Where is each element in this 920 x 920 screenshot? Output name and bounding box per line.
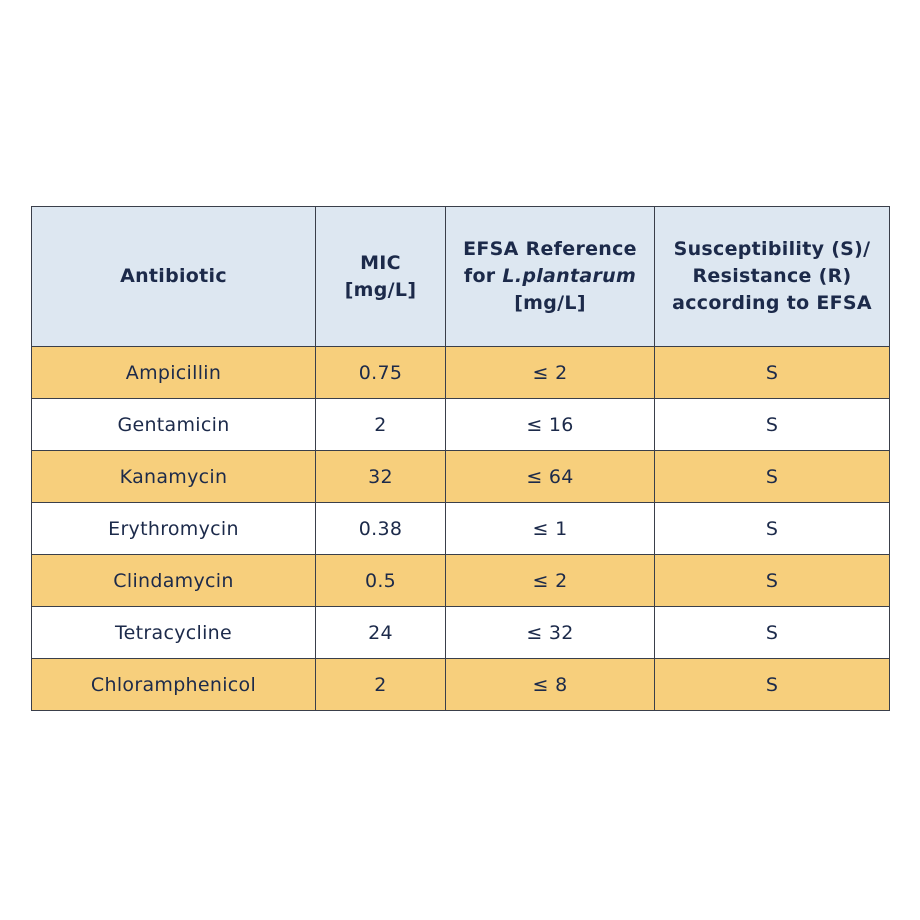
cell-antibiotic: Clindamycin [31, 554, 316, 607]
table-body: Ampicillin 0.75 ≤ 2 S Gentamicin 2 ≤ 16 … [31, 346, 890, 711]
cell-efsa: ≤ 64 [445, 450, 655, 503]
cell-mic: 0.5 [315, 554, 446, 607]
cell-mic: 24 [315, 606, 446, 659]
cell-antibiotic: Erythromycin [31, 502, 316, 555]
header-efsa-reference: EFSA Reference for L.plantarum [mg/L] [445, 206, 655, 347]
cell-efsa: ≤ 32 [445, 606, 655, 659]
cell-mic: 2 [315, 398, 446, 451]
cell-efsa: ≤ 2 [445, 554, 655, 607]
cell-result: S [654, 346, 890, 399]
cell-antibiotic: Gentamicin [31, 398, 316, 451]
cell-result: S [654, 502, 890, 555]
table-row: Ampicillin 0.75 ≤ 2 S [31, 346, 890, 399]
header-susc-line1: Susceptibility (S)/ [673, 238, 871, 260]
cell-efsa: ≤ 2 [445, 346, 655, 399]
cell-efsa: ≤ 1 [445, 502, 655, 555]
header-efsa-line3: [mg/L] [514, 292, 586, 314]
cell-result: S [654, 658, 890, 711]
table-row: Chloramphenicol 2 ≤ 8 S [31, 658, 890, 711]
header-efsa-line2: for L.plantarum [452, 263, 648, 290]
table-row: Clindamycin 0.5 ≤ 2 S [31, 554, 890, 607]
header-antibiotic: Antibiotic [31, 206, 316, 347]
cell-mic: 2 [315, 658, 446, 711]
header-susc-line2: Resistance (R) [692, 265, 852, 287]
cell-mic: 0.38 [315, 502, 446, 555]
header-mic-line2: [mg/L] [344, 278, 417, 301]
table-row: Tetracycline 24 ≤ 32 S [31, 606, 890, 659]
cell-result: S [654, 606, 890, 659]
header-mic: MIC [mg/L] [315, 206, 446, 347]
header-efsa-line1: EFSA Reference [463, 238, 637, 260]
antibiotic-susceptibility-table: Antibiotic MIC [mg/L] EFSA Reference for… [31, 206, 890, 711]
cell-mic: 0.75 [315, 346, 446, 399]
cell-antibiotic: Tetracycline [31, 606, 316, 659]
table-header: Antibiotic MIC [mg/L] EFSA Reference for… [31, 206, 890, 347]
cell-antibiotic: Chloramphenicol [31, 658, 316, 711]
cell-result: S [654, 398, 890, 451]
header-efsa-species: L.plantarum [502, 265, 637, 287]
header-susc-line3: according to EFSA [672, 292, 872, 314]
header-susceptibility: Susceptibility (S)/ Resistance (R) accor… [654, 206, 890, 347]
cell-antibiotic: Kanamycin [31, 450, 316, 503]
cell-mic: 32 [315, 450, 446, 503]
table-row: Kanamycin 32 ≤ 64 S [31, 450, 890, 503]
cell-efsa: ≤ 16 [445, 398, 655, 451]
cell-result: S [654, 554, 890, 607]
cell-efsa: ≤ 8 [445, 658, 655, 711]
table-row: Gentamicin 2 ≤ 16 S [31, 398, 890, 451]
table-row: Erythromycin 0.38 ≤ 1 S [31, 502, 890, 555]
header-row: Antibiotic MIC [mg/L] EFSA Reference for… [31, 206, 890, 347]
cell-result: S [654, 450, 890, 503]
header-efsa-prefix: for [463, 265, 503, 287]
header-mic-line1: MIC [360, 251, 401, 274]
cell-antibiotic: Ampicillin [31, 346, 316, 399]
header-antibiotic-label: Antibiotic [120, 265, 227, 287]
